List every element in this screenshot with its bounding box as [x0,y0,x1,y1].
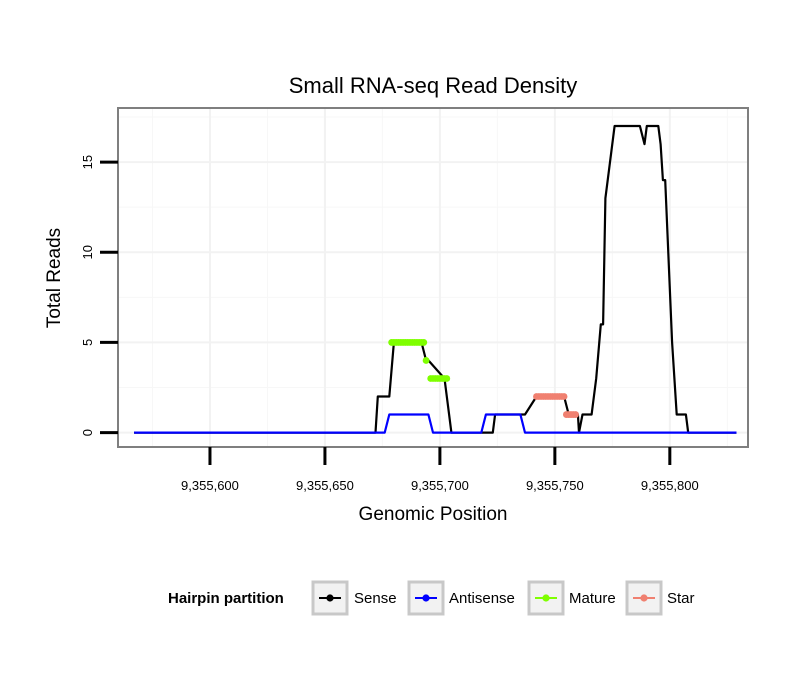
legend-key-dot-antisense [422,594,430,602]
data-point-star [572,411,579,418]
x-axis-title: Genomic Position [359,504,508,525]
y-tick-label: 0 [80,429,95,436]
plot-panel-border [117,107,749,448]
y-tick-label: 10 [80,245,95,259]
legend-label-sense: Sense [354,590,397,607]
y-tick-label: 15 [80,155,95,169]
x-tick-label: 9,355,700 [411,478,469,493]
legend-title: Hairpin partition [168,590,284,607]
legend-label-mature: Mature [569,590,616,607]
legend-key-dot-star [640,594,648,602]
legend-key-dot-mature [542,594,550,602]
x-tick-label: 9,355,600 [181,478,239,493]
y-axis-title: Total Reads [44,228,65,328]
x-tick-label: 9,355,750 [526,478,584,493]
data-point-mature [422,357,430,364]
x-tick-label: 9,355,800 [641,478,699,493]
legend-key-dot-sense [326,594,334,602]
series-line-antisense [134,413,737,434]
minor-gridlines [118,108,748,447]
legend-label-antisense: Antisense [449,590,515,607]
data-point-star [560,393,568,400]
data-point-mature [420,339,428,346]
data-point-mature [443,375,451,382]
series-points [388,339,579,418]
x-axis: 9,355,600 9,355,650 9,355,700 9,355,750 9,35… [181,447,699,493]
x-tick-label: 9,355,650 [296,478,354,493]
chart-title: Small RNA-seq Read Density [289,73,578,98]
legend: Hairpin partition Sense Antisense Mature St… [168,580,695,616]
y-tick-label: 5 [80,339,95,346]
legend-label-star: Star [667,590,695,607]
y-axis: 0 5 10 15 [80,155,118,436]
